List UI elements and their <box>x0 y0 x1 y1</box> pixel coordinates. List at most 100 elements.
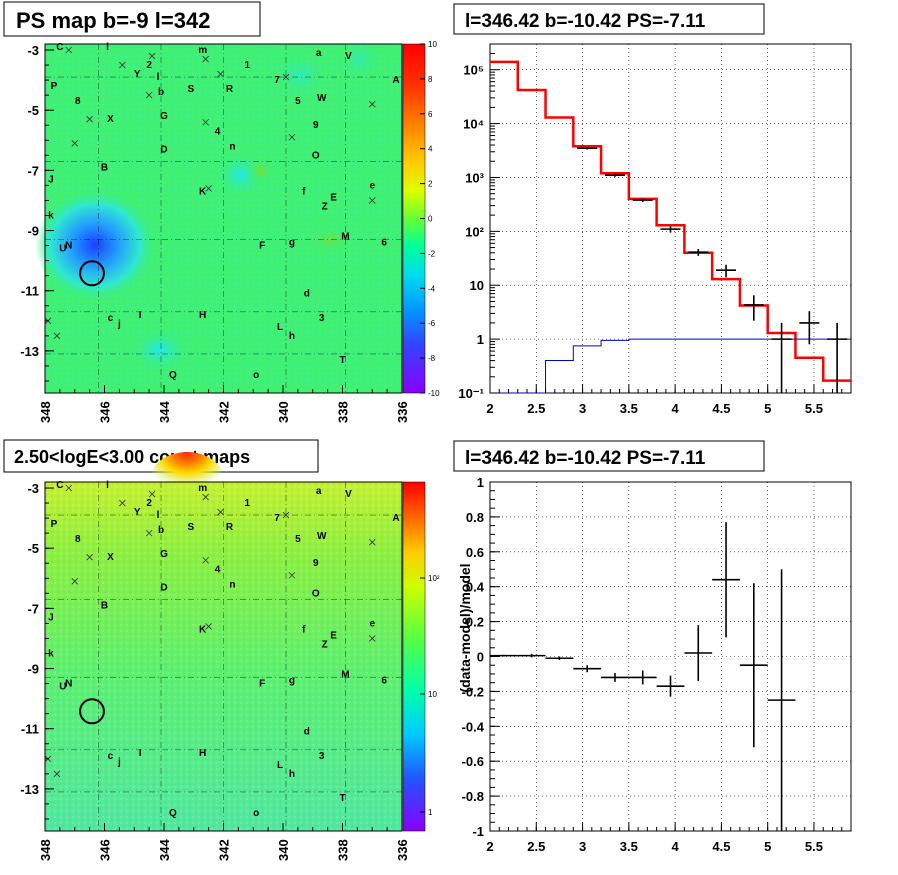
colorbar-tick-label: -10 <box>428 389 440 398</box>
count-map-source-label: 8 <box>75 534 81 545</box>
residual-points <box>490 522 796 831</box>
count-map-source-cross <box>368 538 376 546</box>
ps-map-source-label: K <box>199 186 207 197</box>
colorbar-tick-label: 10² <box>428 574 440 583</box>
count-map-x-tick-label: 340 <box>276 839 291 861</box>
ps-map-source-label: k <box>48 211 54 222</box>
ps-map-y-tick-label: -7 <box>27 163 39 178</box>
count-map-source-label: k <box>48 649 54 660</box>
count-map-source-label: 5 <box>295 534 301 545</box>
ps-map-source-label: R <box>226 84 234 95</box>
count-map-source-label: 9 <box>313 558 319 569</box>
count-map-source-label: K <box>199 624 207 635</box>
spectrum-x-tick-label: 4 <box>672 401 680 416</box>
ps-map-source-cross <box>282 73 290 81</box>
count-map-source-label: h <box>289 769 295 780</box>
count-map-source-label: T <box>339 793 345 804</box>
count-map-source-label: R <box>226 522 234 533</box>
ps-map-x-tick-label: 348 <box>38 401 53 423</box>
ps-map-x-tick-label: 336 <box>395 401 410 423</box>
residual-x-tick-label: 4 <box>672 839 680 854</box>
ps-map-source-label: 4 <box>215 126 221 137</box>
spectrum-y-tick-label: 1 <box>477 332 484 347</box>
ps-map-source-label: d <box>304 289 310 300</box>
ps-map-source-label: J <box>48 174 54 185</box>
ps-map-source-label: n <box>229 141 235 152</box>
count-map-source-label: I <box>139 748 142 759</box>
count-map-source-cross <box>145 529 153 537</box>
count-map-source-label: n <box>229 579 235 590</box>
spectrum-plot: 2 2.5 3 3.5 4 4.5 5 5.5 10⁻¹ 1 10 10² 10³ 10⁴ 10⁵ <box>458 43 852 416</box>
count-map-source-label: M <box>341 670 349 681</box>
ps-map-source-cross <box>119 61 126 69</box>
residual-y-tick-label: -0.2 <box>462 684 484 699</box>
ps-map-x-tick-label: 338 <box>336 401 351 423</box>
colorbar-tick-label: 0 <box>428 215 433 224</box>
spectrum-series <box>490 60 851 394</box>
spectrum-x-tick-label: 3 <box>579 401 586 416</box>
count-map-source-label: U <box>59 682 66 693</box>
count-map-source-label: d <box>304 727 310 738</box>
spectrum-x-tick-label: 5.5 <box>805 401 823 416</box>
count-map-source-label: G <box>160 549 168 560</box>
ps-map-source-cross <box>205 185 212 192</box>
ps-map-colorbar: 10 8 6 4 2 0 -2 -4 -6 -8 -10 <box>402 40 440 398</box>
ps-map-x-tick-label: 340 <box>276 401 291 423</box>
ps-map-source-label: m <box>198 45 207 56</box>
ps-map-source-label: T <box>339 355 345 366</box>
spectrum-x-tick-label: 5 <box>764 401 771 416</box>
ps-map-source-cross <box>86 115 93 123</box>
count-map-source-cross <box>119 499 126 507</box>
count-map-source-label: X <box>107 552 114 563</box>
count-map-source-label: 1 <box>245 498 251 509</box>
ps-map-source-cross <box>202 55 209 63</box>
title-bottom-right: l=346.42 b=-10.42 PS=-7.11 <box>453 440 765 472</box>
count-map-x-tick-label: 342 <box>217 839 232 861</box>
residual-grid <box>489 481 851 832</box>
ps-map-source-cross <box>65 46 73 54</box>
ps-map-y-tick-label: -9 <box>27 224 39 239</box>
count-map-source-label: Z <box>322 639 328 650</box>
count-map-source-label: 2 <box>146 498 152 509</box>
ps-map-x-tick-label: 346 <box>98 401 113 423</box>
count-map-source-cross <box>288 571 296 579</box>
ps-map-source-label: f <box>302 186 306 197</box>
ps-map-source-label: Z <box>322 201 328 212</box>
count-map-source-label: S <box>187 522 194 533</box>
ps-map-source-label: E <box>330 192 337 203</box>
residual-plot: 2 2.5 3 3.5 4 4.5 5 5.5 -1 -0.8 -0.6 -0.4 -0.2 0 0.2 0.… <box>457 475 852 854</box>
ps-map-source-label: O <box>312 150 320 161</box>
count-map-source-label: B <box>101 600 108 611</box>
ps-map-source-cross <box>148 52 156 60</box>
colorbar-tick-label: -2 <box>428 249 436 258</box>
spectrum-y-tick-label: 10 <box>470 278 484 293</box>
count-map-source-cross <box>71 578 79 585</box>
count-map-source-label: Y <box>134 507 141 518</box>
residual-y-tick-label: 1 <box>477 475 484 490</box>
ps-map-source-label: S <box>187 84 194 95</box>
ps-map-source-label: 5 <box>295 96 301 107</box>
residual-y-tick-label: -0.8 <box>462 789 484 804</box>
title-top-right: l=346.42 b=-10.42 PS=-7.11 <box>453 3 765 35</box>
ps-map-source-label: e <box>369 180 375 191</box>
ps-map-axes: 348 346 344 342 340 338 336-3-5-7-9-11-13 <box>20 43 410 423</box>
ps-map-source-label: N <box>65 241 72 252</box>
residual-y-tick-label: -1 <box>472 824 484 839</box>
count-map-source-label: c <box>108 751 114 762</box>
spectrum-y-tick-label: 10⁵ <box>463 63 484 78</box>
ps-map-source-label: X <box>107 114 114 125</box>
ps-map-source-cross <box>217 70 224 78</box>
ps-map-y-tick-label: -13 <box>20 344 39 359</box>
ps-map-source-label: o <box>253 370 259 381</box>
count-map-x-tick-label: 338 <box>336 839 351 861</box>
colorbar-tick-label: 1 <box>428 808 433 817</box>
ps-map-source-label: B <box>101 162 108 173</box>
count-map-source-cross <box>202 556 209 564</box>
ps-map-source-label: 3 <box>319 313 325 324</box>
count-map-source-cross <box>217 508 224 516</box>
count-map-source-label: P <box>51 519 58 530</box>
residual-y-tick-label: 0.6 <box>466 545 484 560</box>
residual-axes: 2 2.5 3 3.5 4 4.5 5 5.5 -1 -0.8 -0.6 -0.4 -0.2 0 0.2 0.… <box>462 475 852 854</box>
